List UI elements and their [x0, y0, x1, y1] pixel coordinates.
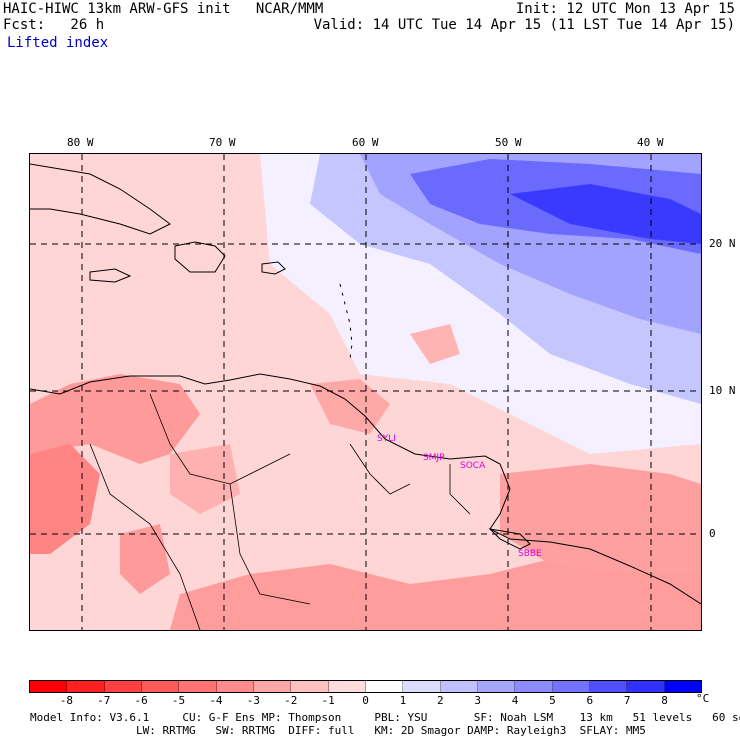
- colorbar-segment: [30, 681, 68, 692]
- station-sbbe: SBBE: [518, 549, 542, 559]
- red-patch-andes: [120, 524, 170, 594]
- colorbar-tick-label: -2: [284, 694, 298, 707]
- lat-label-10n: 10 N: [709, 384, 736, 397]
- graticule: [30, 154, 701, 630]
- colorbar-tick-label: 1: [399, 694, 407, 707]
- colorbar-segment: [67, 681, 105, 692]
- model-title: HAIC-HIWC 13km ARW-GFS init NCAR/MMM: [3, 1, 324, 17]
- puerto-rico-coast: [261, 261, 286, 275]
- colorbar-tick-label: -5: [171, 694, 186, 707]
- colorbar-tick-label: 4: [511, 694, 519, 707]
- red-patch-guiana: [310, 379, 390, 434]
- colorbar-tick-label: 6: [586, 694, 594, 707]
- cuba-coast: [30, 163, 171, 235]
- colorbar-tick-label: -7: [97, 694, 111, 707]
- colorbar-segment: [216, 681, 254, 692]
- deepest-blue-region: [510, 184, 701, 244]
- lon-label-80w: 80 W: [67, 136, 94, 149]
- colorbar-segment: [403, 681, 441, 692]
- station-smjp: SMJP: [423, 453, 445, 463]
- map-canvas: [30, 154, 701, 630]
- colorbar-segment: [253, 681, 292, 692]
- colorbar-segment: [365, 681, 404, 692]
- colorbar-tick-label: 0: [362, 694, 369, 707]
- init-time: Init: 12 UTC Mon 13 Apr 15: [515, 1, 735, 17]
- red-patch-southeast: [500, 464, 701, 574]
- country-borders: [89, 393, 471, 630]
- marajo-island: [488, 528, 531, 550]
- jamaica-coast: [89, 268, 132, 283]
- colorbar-segment: [104, 681, 142, 692]
- colorbar-segment: [328, 681, 366, 692]
- colorbar-tick-label: 5: [549, 694, 556, 707]
- colorbar-tick-label: 2: [436, 694, 444, 707]
- red-patch-southwest: [30, 444, 100, 554]
- south-america-coast: [30, 373, 701, 605]
- colorbar-tick-label: 8: [661, 694, 668, 707]
- colorbar-tick-label: -1: [321, 694, 335, 707]
- colorbar-segment: [440, 681, 478, 692]
- lon-label-70w: 70 W: [209, 136, 236, 149]
- colorbar-segment: [515, 681, 553, 692]
- colorbar-segment: [477, 681, 516, 692]
- colorbar-tick-label: 3: [474, 694, 481, 707]
- colorbar: [29, 680, 702, 693]
- lat-label-0: 0: [709, 527, 716, 540]
- colorbar-segment: [552, 681, 590, 692]
- field-name: Lifted index: [7, 35, 109, 51]
- red-patch-ocean: [410, 324, 460, 364]
- colorbar-segment: [589, 681, 628, 692]
- colorbar-unit: °C: [696, 692, 710, 705]
- forecast-hour: Fcst: 26 h: [3, 17, 105, 33]
- valid-time: Valid: 14 UTC Tue 14 Apr 15 (11 LST Tue …: [313, 17, 735, 33]
- lifted-index-map: SYLI SMJP SOCA SBBE: [29, 153, 702, 631]
- lon-label-60w: 60 W: [352, 136, 379, 149]
- model-info-line2: LW: RRTMG SW: RRTMG DIFF: full KM: 2D Sm…: [30, 724, 646, 737]
- red-patch-central: [170, 444, 240, 514]
- lon-label-40w: 40 W: [637, 136, 664, 149]
- colorbar-tick-label: 7: [623, 694, 631, 707]
- model-info-line1: Model Info: V3.6.1 CU: G-F Ens MP: Thomp…: [30, 711, 740, 724]
- station-syli: SYLI: [377, 434, 396, 444]
- red-patch-south: [170, 524, 701, 630]
- colorbar-tick-label: -4: [209, 694, 223, 707]
- colorbar-segment: [179, 681, 217, 692]
- lon-label-50w: 50 W: [495, 136, 522, 149]
- colorbar-segment: [141, 681, 180, 692]
- hispaniola-coast: [174, 241, 226, 273]
- colorbar-segment: [291, 681, 329, 692]
- colorbar-tick-label: -6: [134, 694, 148, 707]
- colorbar-tick-label: -3: [246, 694, 260, 707]
- red-patch-west: [30, 374, 200, 464]
- station-soca: SOCA: [460, 461, 486, 471]
- colorbar-segment: [627, 681, 665, 692]
- colorbar-segment: [664, 681, 701, 692]
- colorbar-tick-label: -8: [59, 694, 73, 707]
- lat-label-20n: 20 N: [709, 237, 736, 250]
